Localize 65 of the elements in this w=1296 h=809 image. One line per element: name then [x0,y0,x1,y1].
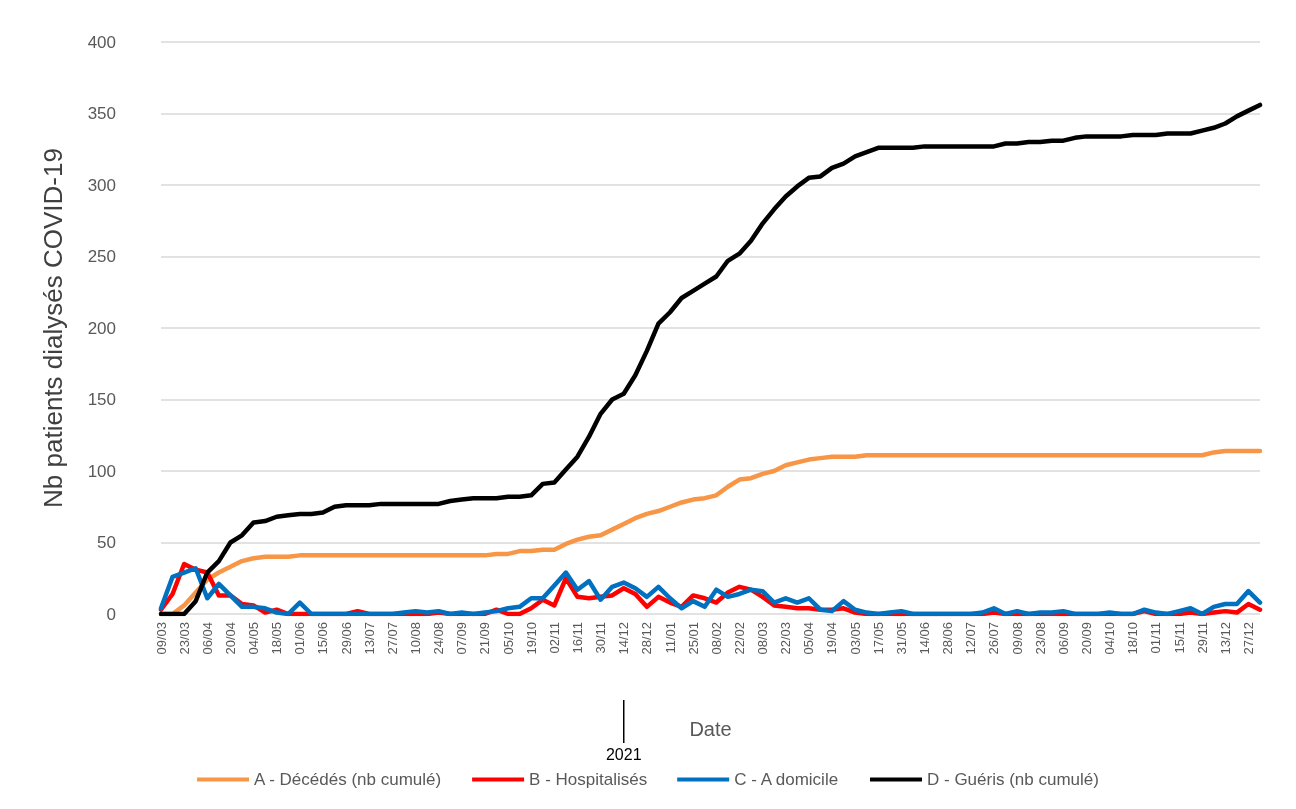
y-tick-label: 50 [97,533,116,552]
x-tick-label: 23/08 [1032,622,1048,655]
x-tick-label: 20/04 [222,622,238,655]
y-axis-title: Nb patients dialysés COVID-19 [38,148,68,508]
y-tick-label: 200 [87,318,116,338]
legend-label: C - A domicile [734,770,839,789]
x-tick-label: 20/09 [1078,622,1094,655]
x-tick-label: 14/12 [616,622,632,655]
legend-label: D - Guéris (nb cumulé) [926,770,1099,789]
x-tick-label: 29/06 [338,622,354,655]
x-tick-label: 26/07 [986,622,1002,655]
x-tick-label: 19/04 [824,622,840,655]
x-tick-label: 29/11 [1194,622,1210,654]
y-tick-label: 400 [87,32,116,52]
y-tick-label: 150 [87,390,116,409]
x-tick-label: 30/11 [593,622,609,654]
line-series [158,102,1263,617]
x-tick-label: 23/03 [176,622,192,655]
legend-label: B - Hospitalisés [529,770,648,789]
x-tick-label: 05/04 [801,622,817,655]
x-tick-label: 08/03 [755,622,771,655]
x-tick-label: 04/05 [246,622,262,655]
x-tick-label: 08/02 [708,622,724,655]
x-tick-label: 09/03 [153,622,169,655]
legend-label: A - Décédés (nb cumulé) [254,770,442,789]
x-tick-label: 22/03 [778,622,794,655]
x-tick-label: 03/05 [847,622,863,655]
x-tick-label: 21/09 [477,622,493,655]
x-tick-label: 15/06 [315,622,331,655]
x-tick-label: 13/12 [1217,622,1233,655]
y-tick-label: 300 [87,175,116,195]
x-tick-label: 15/11 [1171,622,1187,654]
x-tick-label: 16/11 [569,622,585,654]
x-tick-label: 19/10 [523,622,539,655]
x-tick-label: 10/08 [408,622,424,655]
x-tick-label: 01/11 [1148,622,1164,654]
x-tick-label: 14/06 [917,622,933,655]
x-tick-label: 06/09 [1055,622,1071,655]
x-tick-label: 04/10 [1102,622,1118,655]
x-tick-label: 27/12 [1240,622,1256,655]
x-tick-label: 01/06 [292,622,308,655]
y-tick-label: 350 [87,104,116,123]
x-tick-label: 27/07 [384,622,400,655]
x-tick-label: 22/02 [731,622,747,655]
y-tick-label: 250 [87,247,116,266]
x-tick-label: 18/05 [269,622,285,655]
x-tick-label: 13/07 [361,622,377,655]
annotation: 2021 [605,745,642,763]
x-tick-label: 09/08 [1009,622,1025,655]
x-tick-label: 18/10 [1125,622,1141,655]
x-tick-label: 02/11 [546,622,562,654]
x-tick-label: 24/08 [431,622,447,655]
x-tick-label: 28/06 [940,622,956,655]
x-tick-label: 28/12 [639,622,655,655]
y-tick-label: 100 [87,461,116,481]
x-tick-label: 25/01 [685,622,701,655]
x-tick-label: 06/04 [199,622,215,655]
x-tick-label: 11/01 [662,622,678,654]
x-axis-title: Date [689,718,732,740]
x-tick-label: 05/10 [500,622,516,655]
x-tick-label: 17/05 [870,622,886,655]
y-tick-label: 0 [106,604,116,624]
x-tick-label: 31/05 [893,622,909,655]
x-tick-label: 12/07 [963,622,979,655]
x-tick-label: 07/09 [454,622,470,655]
